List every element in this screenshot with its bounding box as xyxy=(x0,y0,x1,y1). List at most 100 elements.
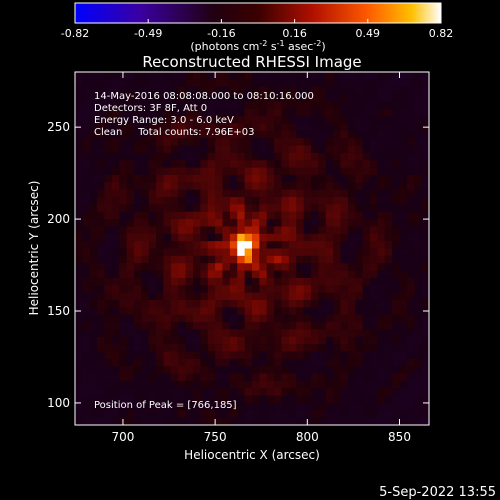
heatmap-cell xyxy=(318,204,327,213)
heatmap-cell xyxy=(244,211,253,220)
heatmap-cell xyxy=(75,189,83,198)
heatmap-cell xyxy=(259,79,268,88)
heatmap-cell xyxy=(311,285,319,294)
heatmap-cell xyxy=(156,277,165,286)
heatmap-cell xyxy=(185,86,194,95)
heatmap-cell xyxy=(340,299,349,308)
heatmap-cell xyxy=(185,285,194,294)
heatmap-cell xyxy=(303,248,312,257)
heatmap-cell xyxy=(185,182,194,191)
heatmap-cell xyxy=(296,152,305,161)
heatmap-cell xyxy=(89,285,98,294)
heatmap-cell xyxy=(355,395,364,404)
heatmap-cell xyxy=(244,248,253,257)
heatmap-cell xyxy=(377,402,386,411)
heatmap-cell xyxy=(134,417,142,425)
heatmap-cell xyxy=(333,292,342,301)
heatmap-cell xyxy=(134,299,142,308)
heatmap-cell xyxy=(252,373,260,382)
heatmap-cell xyxy=(288,160,297,169)
heatmap-cell xyxy=(75,388,83,397)
heatmap-cell xyxy=(252,226,260,235)
heatmap-cell xyxy=(392,233,401,242)
heatmap-cell xyxy=(126,130,135,139)
heatmap-cell xyxy=(266,285,275,294)
heatmap-cell xyxy=(215,351,224,360)
heatmap-cell xyxy=(148,167,157,176)
heatmap-cell xyxy=(200,277,209,286)
heatmap-cell xyxy=(281,299,290,308)
heatmap-cell xyxy=(406,329,415,338)
heatmap-cell xyxy=(311,395,319,404)
heatmap-cell xyxy=(237,351,246,360)
heatmap-cell xyxy=(111,285,120,294)
heatmap-cell xyxy=(141,116,150,125)
heatmap-cell xyxy=(399,138,408,147)
heatmap-cell xyxy=(414,145,423,154)
heatmap-cell xyxy=(399,344,408,353)
heatmap-cell xyxy=(126,299,135,308)
x-axis-label: Heliocentric X (arcsec) xyxy=(184,448,320,462)
heatmap-cell xyxy=(362,241,371,250)
heatmap-cell xyxy=(178,248,187,257)
heatmap-cell xyxy=(215,402,224,411)
heatmap-cell xyxy=(193,160,201,169)
heatmap-cell xyxy=(97,366,106,375)
heatmap-cell xyxy=(111,226,120,235)
heatmap-cell xyxy=(126,358,135,367)
heatmap-cell xyxy=(303,351,312,360)
heatmap-cell xyxy=(325,204,334,213)
heatmap-cell xyxy=(370,182,378,191)
heatmap-cell xyxy=(244,167,253,176)
heatmap-cell xyxy=(193,344,201,353)
heatmap-cell xyxy=(392,123,401,132)
heatmap-cell xyxy=(325,358,334,367)
heatmap-cell xyxy=(362,329,371,338)
heatmap-cell xyxy=(82,366,91,375)
heatmap-cell xyxy=(281,388,290,397)
heatmap-cell xyxy=(340,366,349,375)
heatmap-cell xyxy=(362,373,371,382)
heatmap-cell xyxy=(126,380,135,389)
heatmap-cell xyxy=(377,388,386,397)
heatmap-cell xyxy=(134,336,142,345)
heatmap-cell xyxy=(399,329,408,338)
heatmap-cell xyxy=(200,241,209,250)
heatmap-cell xyxy=(296,285,305,294)
heatmap-cell xyxy=(318,417,327,425)
heatmap-cell xyxy=(252,314,260,323)
heatmap-cell xyxy=(252,285,260,294)
heatmap-cell xyxy=(377,226,386,235)
heatmap-cell xyxy=(421,167,429,176)
heatmap-cell xyxy=(347,373,356,382)
heatmap-cell xyxy=(244,380,253,389)
heatmap-cell xyxy=(340,351,349,360)
heatmap-cell xyxy=(141,138,150,147)
heatmap-cell xyxy=(134,410,142,419)
heatmap-cell xyxy=(215,344,224,353)
heatmap-cell xyxy=(75,270,83,279)
heatmap-cell xyxy=(141,373,150,382)
heatmap-cell xyxy=(207,388,216,397)
heatmap-cell xyxy=(392,241,401,250)
heatmap-cell xyxy=(200,351,209,360)
heatmap-cell xyxy=(111,204,120,213)
heatmap-cell xyxy=(170,417,179,425)
heatmap-cell xyxy=(163,285,172,294)
heatmap-cell xyxy=(170,204,179,213)
heatmap-cell xyxy=(185,138,194,147)
heatmap-cell xyxy=(200,395,209,404)
heatmap-cell xyxy=(229,351,238,360)
heatmap-cell xyxy=(200,263,209,272)
heatmap-cell xyxy=(406,116,415,125)
annotation-detectors: Detectors: 3F 8F, Att 0 xyxy=(94,103,207,114)
heatmap-cell xyxy=(141,79,150,88)
heatmap-cell xyxy=(333,344,342,353)
heatmap-cell xyxy=(163,219,172,228)
heatmap-cell xyxy=(75,86,83,95)
heatmap-cell xyxy=(229,138,238,147)
heatmap-cell xyxy=(178,358,187,367)
heatmap-cell xyxy=(207,329,216,338)
heatmap-cell xyxy=(119,344,128,353)
heatmap-cell xyxy=(399,219,408,228)
